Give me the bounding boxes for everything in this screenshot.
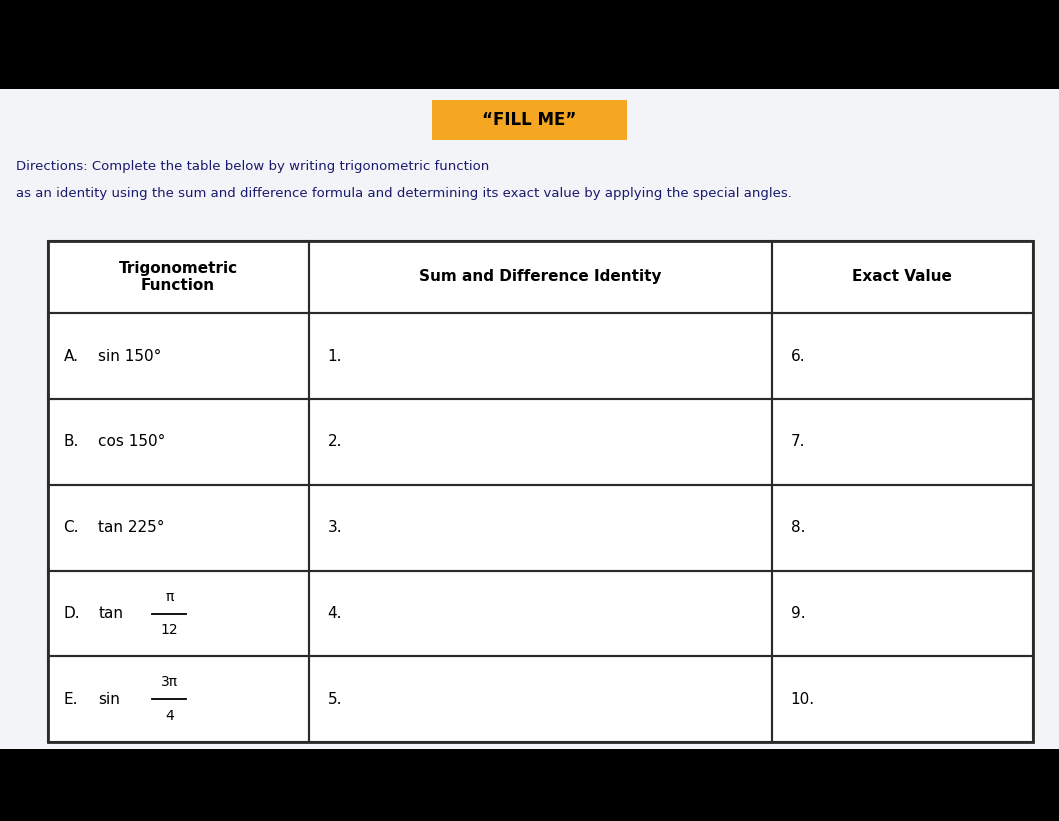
- Text: 3.: 3.: [327, 521, 342, 535]
- Text: D.: D.: [64, 606, 80, 621]
- Text: Directions: Complete the table below by writing trigonometric function: Directions: Complete the table below by …: [16, 160, 489, 173]
- Text: 5.: 5.: [327, 692, 342, 707]
- Text: “FILL ME”: “FILL ME”: [482, 111, 577, 129]
- Text: C.: C.: [64, 521, 79, 535]
- Bar: [48, 485, 308, 571]
- Bar: [772, 399, 1033, 485]
- Bar: [772, 485, 1033, 571]
- Bar: [48, 241, 1033, 742]
- Text: tan 225°: tan 225°: [98, 521, 165, 535]
- Text: 10.: 10.: [791, 692, 814, 707]
- Text: 2.: 2.: [327, 434, 342, 449]
- Text: Sum and Difference Identity: Sum and Difference Identity: [419, 269, 661, 284]
- Text: Exact Value: Exact Value: [852, 269, 952, 284]
- Text: 4.: 4.: [327, 606, 342, 621]
- FancyBboxPatch shape: [0, 89, 1059, 749]
- Bar: [48, 241, 308, 314]
- Bar: [772, 314, 1033, 399]
- Bar: [48, 657, 308, 742]
- Bar: [772, 571, 1033, 657]
- Text: tan: tan: [98, 606, 124, 621]
- Text: 3π: 3π: [161, 676, 178, 690]
- Bar: [772, 657, 1033, 742]
- Text: sin: sin: [98, 692, 121, 707]
- Bar: [308, 241, 772, 314]
- Text: π: π: [165, 589, 174, 603]
- Bar: [772, 241, 1033, 314]
- Text: 4: 4: [165, 709, 174, 723]
- Text: 8.: 8.: [791, 521, 805, 535]
- Text: 12: 12: [161, 623, 178, 637]
- FancyBboxPatch shape: [432, 100, 627, 140]
- Bar: [308, 571, 772, 657]
- Text: cos 150°: cos 150°: [98, 434, 166, 449]
- Bar: [48, 399, 308, 485]
- Text: sin 150°: sin 150°: [98, 349, 162, 364]
- Text: B.: B.: [64, 434, 79, 449]
- Text: 1.: 1.: [327, 349, 342, 364]
- Text: E.: E.: [64, 692, 78, 707]
- Bar: [48, 241, 1033, 742]
- Text: A.: A.: [64, 349, 78, 364]
- Text: as an identity using the sum and difference formula and determining its exact va: as an identity using the sum and differe…: [16, 187, 792, 200]
- Text: 6.: 6.: [791, 349, 805, 364]
- Text: 7.: 7.: [791, 434, 805, 449]
- Bar: [48, 571, 308, 657]
- Bar: [308, 485, 772, 571]
- Bar: [308, 657, 772, 742]
- Bar: [308, 399, 772, 485]
- Bar: [308, 314, 772, 399]
- Text: Trigonometric
Function: Trigonometric Function: [119, 261, 237, 293]
- Text: 9.: 9.: [791, 606, 805, 621]
- Bar: [48, 314, 308, 399]
